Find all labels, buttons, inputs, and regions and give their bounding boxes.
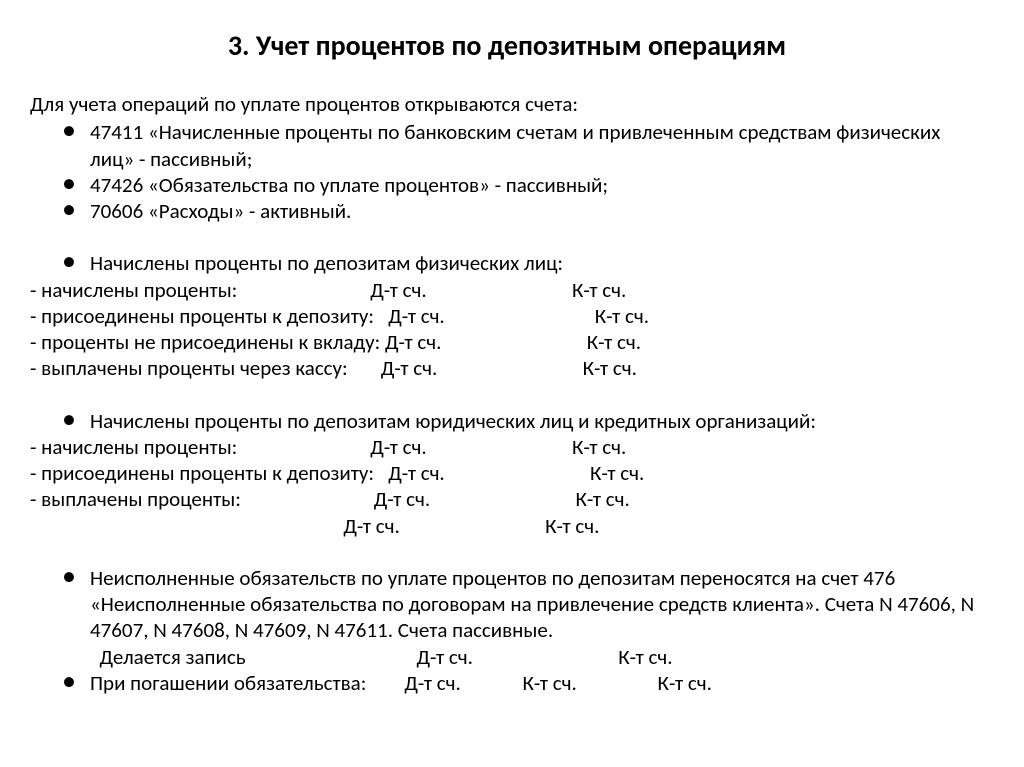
phys-rows: - начислены проценты: Д-т сч. К-т сч. - … [30, 277, 984, 382]
debit-col: Д-т сч. [370, 277, 510, 303]
row-label: - проценты не присоединены к вкладу: [30, 329, 385, 355]
row-label: - начислены проценты: [30, 277, 370, 303]
entry-row: - присоединены проценты к депозиту: Д-т … [30, 460, 984, 486]
phys-header: Начислены проценты по депозитам физическ… [62, 250, 984, 276]
spacer [577, 670, 658, 696]
jur-header: Начислены проценты по депозитам юридичес… [62, 408, 984, 434]
record-row: Делается запись Д-т сч. К-т сч. [30, 644, 984, 670]
row-label [30, 513, 343, 539]
spacer [557, 644, 619, 670]
row-label: - начислены проценты: [30, 434, 370, 460]
entry-row: - начислены проценты: Д-т сч. К-т сч. [30, 434, 984, 460]
credit-col: К-т сч. [587, 329, 641, 355]
row-label: Делается запись [90, 644, 417, 670]
spacer [528, 460, 590, 486]
jur-section: Начислены проценты по депозитам юридичес… [30, 408, 984, 434]
credit-col: К-т сч. [545, 513, 599, 539]
intro-text: Для учета операций по уплате процентов о… [30, 91, 984, 117]
credit-col: К-т сч. [523, 670, 577, 696]
debit-col: Д-т сч. [417, 644, 557, 670]
spacer [514, 486, 576, 512]
entry-row: - начислены проценты: Д-т сч. К-т сч. [30, 277, 984, 303]
credit-col: К-т сч. [575, 486, 629, 512]
debit-col: Д-т сч. [370, 434, 510, 460]
entry-row: Д-т сч. К-т сч. [30, 513, 984, 539]
row-label: - выплачены проценты: [30, 486, 374, 512]
debit-col: Д-т сч. [388, 303, 528, 329]
repay-row: При погашении обязательства: Д-т сч. К-т… [62, 670, 984, 696]
list-item: 47411 «Начисленные проценты по банковски… [62, 119, 984, 172]
credit-col: К-т сч. [572, 434, 626, 460]
entry-row: - выплачены проценты: Д-т сч. К-т сч. [30, 486, 984, 512]
spacer [528, 303, 594, 329]
phys-section: Начислены проценты по депозитам физическ… [30, 250, 984, 276]
row-label: - присоединены проценты к депозиту: [30, 460, 388, 486]
credit-col: К-т сч. [583, 355, 637, 381]
row-label: - выплачены проценты через кассу: [30, 355, 381, 381]
unfulfilled-text: Неисполненные обязательств по уплате про… [62, 565, 984, 644]
spacer [461, 670, 523, 696]
entry-row: - присоединены проценты к депозиту: Д-т … [30, 303, 984, 329]
credit-col: К-т сч. [572, 277, 626, 303]
entry-row: - выплачены проценты через кассу: Д-т сч… [30, 355, 984, 381]
row-label: - присоединены проценты к депозиту: [30, 303, 388, 329]
debit-col: Д-т сч. [385, 329, 525, 355]
page-title: 3. Учет процентов по депозитным операция… [30, 28, 984, 63]
debit-col: Д-т сч. [404, 670, 460, 696]
credit-col: К-т сч. [618, 644, 672, 670]
spacer [483, 513, 545, 539]
entry-row: - проценты не присоединены к вкладу: Д-т… [30, 329, 984, 355]
debit-col: Д-т сч. [381, 355, 521, 381]
jur-rows: - начислены проценты: Д-т сч. К-т сч. - … [30, 434, 984, 539]
list-item: 70606 «Расходы» - активный. [62, 198, 984, 224]
spacer [521, 355, 583, 381]
debit-col: Д-т сч. [388, 460, 528, 486]
row-label: При погашении обязательства: [90, 670, 404, 696]
list-item: 47426 «Обязательства по уплате процентов… [62, 172, 984, 198]
unfulfilled-section: Неисполненные обязательств по уплате про… [30, 565, 984, 644]
spacer [510, 277, 572, 303]
credit-col-2: К-т сч. [658, 670, 712, 696]
accounts-list: 47411 «Начисленные проценты по банковски… [30, 119, 984, 224]
credit-col: К-т сч. [590, 460, 644, 486]
debit-col: Д-т сч. [343, 513, 483, 539]
spacer [525, 329, 587, 355]
debit-col: Д-т сч. [374, 486, 514, 512]
credit-col: К-т сч. [595, 303, 649, 329]
spacer [510, 434, 572, 460]
repay-section: При погашении обязательства: Д-т сч. К-т… [30, 670, 984, 696]
